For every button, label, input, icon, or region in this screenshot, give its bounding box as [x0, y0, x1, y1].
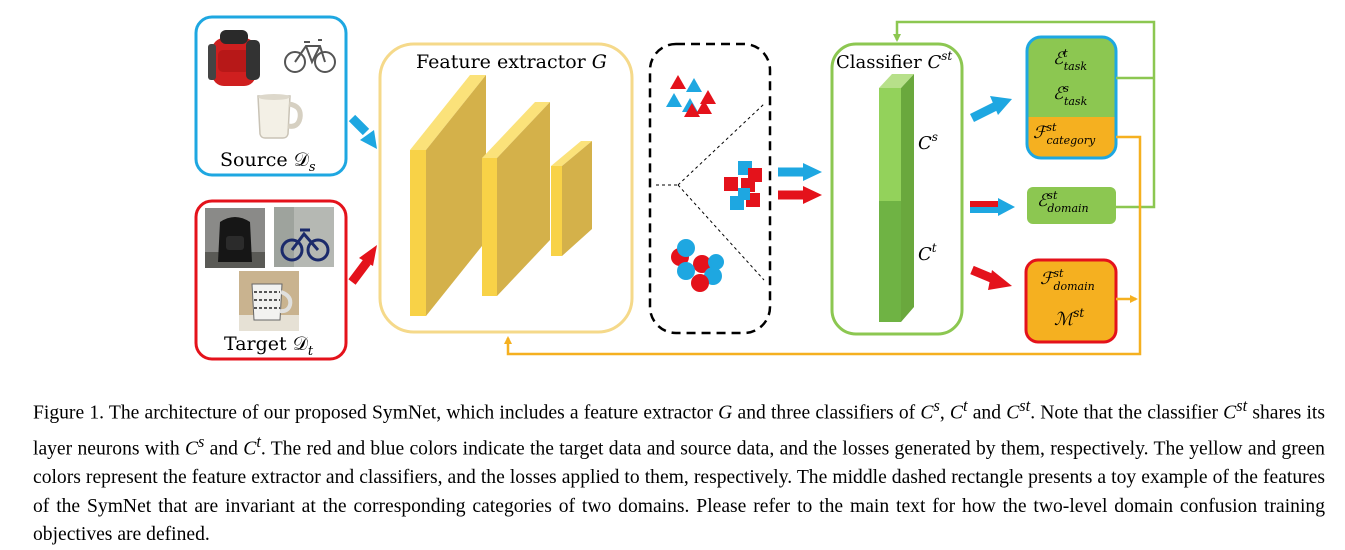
- cs-label: Cs: [918, 130, 938, 154]
- target-bicycle-photo: [274, 207, 334, 267]
- task-category-loss-box: ℰt task ℰs task ℱst category: [1025, 35, 1118, 160]
- domain-loss-arrow: [970, 198, 1015, 216]
- figure-caption: Figure 1. The architecture of our propos…: [33, 396, 1325, 546]
- classifier-feedback-lines: [893, 20, 1156, 209]
- extractor-feedback-lines: [504, 135, 1142, 356]
- domain-loss-f-label: ℱst domain: [1040, 267, 1095, 293]
- task-loss-target-label: ℰt task: [1053, 47, 1087, 73]
- toy-example-box: [648, 42, 772, 335]
- symnet-architecture-diagram: Source 𝒟s Target 𝒟t: [194, 15, 1156, 361]
- bicycle-image: [284, 39, 336, 73]
- ct-label: Ct: [918, 241, 937, 265]
- entropy-loss-label: ℳst: [1054, 306, 1084, 330]
- extractor-layer-1: [410, 75, 486, 316]
- triangle-features: [666, 75, 716, 117]
- square-features: [724, 161, 762, 210]
- source-input-arrow: [348, 114, 377, 149]
- circle-features: [671, 239, 724, 292]
- task-loss-source-label: ℰs task: [1053, 82, 1088, 108]
- source-label: Source 𝒟s: [220, 149, 316, 175]
- task-loss-arrow: [969, 96, 1012, 123]
- target-backpack-photo: [205, 208, 265, 268]
- classifier-layer: [879, 74, 914, 322]
- mug-image: [257, 94, 303, 139]
- target-label: Target 𝒟t: [224, 333, 314, 359]
- classifier-label: Classifier Cst: [836, 49, 952, 73]
- target-loss-arrow: [970, 265, 1012, 290]
- target-mug-photo: [239, 271, 299, 331]
- backpack-image: [208, 30, 260, 86]
- category-loss-label: ℱst category: [1033, 121, 1096, 147]
- target-domain-box: Target 𝒟t: [194, 199, 348, 361]
- extractor-layer-2: [482, 102, 550, 296]
- domain-confusion-loss-box: ℰst domain: [1027, 187, 1116, 224]
- extractor-layer-3: [551, 141, 592, 256]
- target-domain-loss-box: ℱst domain ℳst: [1024, 258, 1118, 344]
- feature-extractor-label: Feature extractor G: [416, 51, 607, 73]
- feature-extractor-box: Feature extractor G: [378, 42, 634, 334]
- source-feature-arrow: [778, 163, 822, 181]
- domain-loss-e-label: ℰst domain: [1037, 189, 1089, 215]
- source-domain-box: Source 𝒟s: [194, 15, 348, 177]
- target-input-arrow: [348, 245, 377, 285]
- target-feature-arrow: [778, 186, 822, 204]
- classifier-box: Classifier Cst Cs Ct: [830, 42, 964, 336]
